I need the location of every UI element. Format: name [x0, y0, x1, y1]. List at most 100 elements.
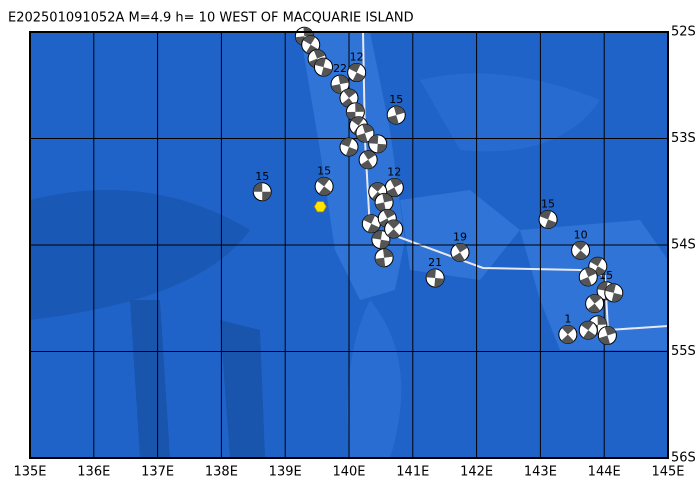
beachball-quadrant [382, 248, 394, 258]
beachball [358, 150, 378, 170]
beachball-quadrant [604, 326, 616, 336]
beachball-quadrant [362, 124, 374, 134]
x-tick-label: 138E [205, 465, 238, 480]
y-tick-label: 53S [671, 131, 696, 146]
beachball [368, 134, 388, 154]
beachball-quadrant [598, 335, 611, 345]
x-tick-label: 142E [460, 465, 493, 480]
beachball-quadrant [355, 102, 365, 112]
beachball-quadrant [340, 138, 353, 148]
beachball-quadrant [452, 252, 465, 262]
beachball [558, 324, 578, 344]
depth-label: 1 [564, 312, 571, 325]
beachball-quadrant [390, 178, 403, 188]
x-tick-label: 145E [651, 465, 684, 480]
beachball-quadrant [387, 229, 400, 239]
beachball-quadrant [383, 209, 396, 219]
depth-label: 15 [541, 197, 555, 210]
beachball-quadrant [303, 35, 316, 45]
beachball-quadrant [253, 182, 263, 192]
depth-label: 12 [387, 165, 401, 178]
y-tick-label: 55S [671, 344, 696, 359]
beachball-quadrant [375, 202, 386, 212]
depth-label: 21 [428, 256, 442, 269]
beachball-quadrant [597, 281, 608, 291]
beachball [425, 268, 445, 288]
beachball [374, 192, 394, 212]
depth-label: 22 [333, 62, 347, 75]
beachball-quadrant [611, 292, 623, 302]
beachball [313, 57, 333, 77]
frame [29, 31, 669, 459]
beachball-quadrant [597, 315, 607, 325]
beachball [538, 209, 558, 229]
x-tick-label: 139E [269, 465, 302, 480]
beachball [314, 176, 334, 196]
x-tick-label: 144E [588, 465, 621, 480]
beachball [252, 182, 272, 202]
beachball-quadrant [561, 334, 574, 344]
beachball-quadrant [314, 58, 326, 68]
beachball-quadrant [318, 186, 332, 196]
beachball-quadrant [321, 67, 333, 77]
beachball-quadrant [367, 223, 380, 233]
beachball [361, 214, 381, 234]
beachball-quadrant [574, 250, 588, 260]
depth-label: 15 [255, 170, 269, 183]
beachball-quadrant [544, 219, 557, 229]
beachball-quadrant [580, 321, 594, 331]
y-tick-label: 56S [671, 451, 696, 466]
beachball-quadrant [455, 243, 468, 253]
x-tick-label: 141E [396, 465, 429, 480]
beachball-quadrant [605, 283, 616, 293]
x-tick-label: 136E [77, 465, 110, 480]
beachball-quadrant [561, 325, 575, 335]
beachball [384, 219, 404, 239]
beachball-quadrant [351, 116, 364, 126]
beachball-quadrant [379, 239, 390, 249]
beachball-quadrant [573, 241, 587, 251]
beachball-quadrant [393, 106, 405, 116]
beachball-quadrant [426, 269, 436, 279]
beachball-quadrant [338, 75, 349, 85]
beachball [578, 320, 598, 340]
y-tick-label: 52S [671, 25, 696, 40]
beachball [371, 230, 391, 250]
x-tick-label: 137E [141, 465, 174, 480]
beachball-quadrant [375, 257, 386, 267]
beachball-quadrant [387, 115, 399, 125]
beachball [374, 248, 394, 268]
beachball [347, 62, 367, 82]
beachball [571, 240, 591, 260]
beachball-quadrant [352, 72, 365, 82]
beachball [578, 267, 598, 287]
beachball [339, 137, 359, 157]
beachball [597, 326, 617, 346]
depth-label: 15 [389, 93, 403, 106]
beachball [330, 74, 350, 94]
beachball-quadrant [348, 63, 361, 73]
x-tick-label: 135E [13, 465, 46, 480]
beachball-quadrant [262, 191, 272, 201]
beachball-quadrant [313, 49, 326, 59]
beachball-quadrant [387, 220, 401, 230]
beachball-quadrant [370, 182, 384, 192]
beachball-quadrant [377, 143, 387, 153]
beachball-quadrant [368, 134, 379, 144]
beachball-quadrant [539, 210, 552, 220]
beachball-quadrant [588, 294, 602, 304]
depth-label: 12 [350, 50, 364, 63]
beachball-quadrant [372, 230, 383, 240]
beachball [450, 242, 470, 262]
beachball-quadrant [363, 214, 376, 224]
beachball-quadrant [590, 257, 603, 267]
beachball-quadrant [316, 177, 330, 187]
beachball-quadrant [434, 278, 445, 288]
beachball [585, 294, 605, 314]
beachball [355, 123, 375, 143]
beachball-quadrant [345, 147, 358, 157]
depth-label: 10 [574, 228, 588, 241]
bathymetry [30, 32, 668, 458]
beachball-quadrant [579, 276, 592, 286]
